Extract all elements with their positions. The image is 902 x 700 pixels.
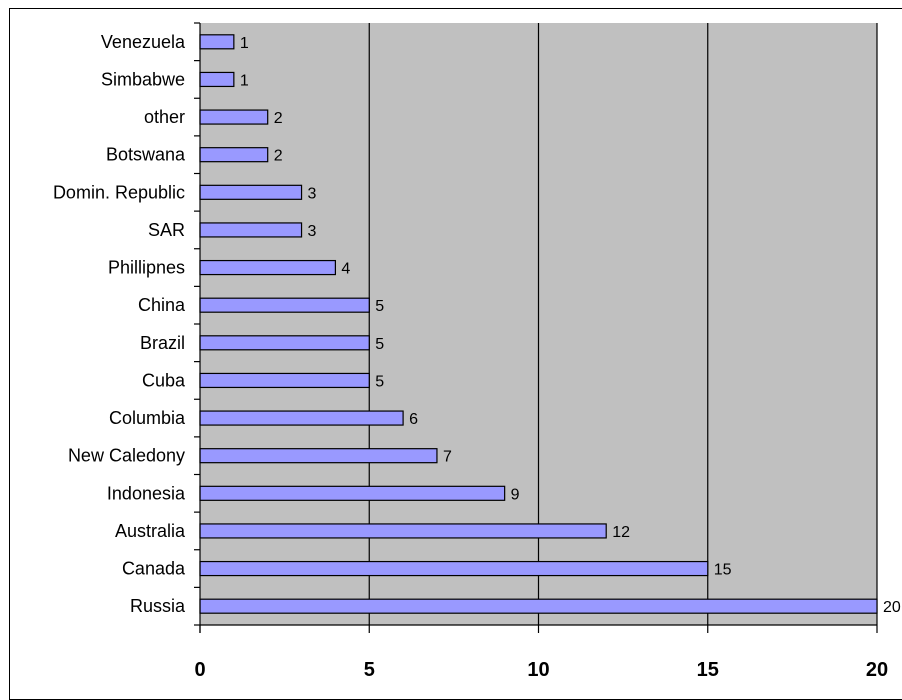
x-tick-label: 10 <box>527 659 549 681</box>
category-label: Botswana <box>106 145 186 165</box>
bar <box>199 34 235 50</box>
value-label: 5 <box>375 336 384 353</box>
axes <box>194 22 878 633</box>
value-label: 3 <box>308 185 317 202</box>
bar <box>199 71 235 88</box>
tick-labels: 0 5 10 15 20 <box>194 659 888 681</box>
bar <box>199 485 506 501</box>
bar <box>199 259 336 276</box>
category-label: New Caledony <box>68 446 185 466</box>
bar <box>199 560 709 577</box>
category-labels: Venezuela Simbabwe other Botswana Domin. Rep… <box>53 32 186 616</box>
value-label: 5 <box>375 373 384 390</box>
category-label: Canada <box>122 559 186 579</box>
category-label: Australia <box>115 521 186 541</box>
x-tick-label: 0 <box>194 659 205 681</box>
category-label: other <box>144 107 185 127</box>
value-label: 5 <box>375 298 384 315</box>
category-label: Brazil <box>140 333 185 353</box>
bar <box>199 222 303 238</box>
bar <box>199 109 269 125</box>
value-label: 2 <box>274 148 283 165</box>
category-label: Russia <box>130 596 186 616</box>
value-label: 9 <box>511 486 520 503</box>
category-label: Indonesia <box>107 483 186 503</box>
category-label: Domin. Republic <box>53 182 185 202</box>
bar <box>199 410 404 426</box>
value-label: 15 <box>714 562 732 579</box>
category-label: China <box>138 295 186 315</box>
bar <box>199 448 438 464</box>
value-label: 1 <box>240 35 249 52</box>
bar <box>199 335 370 351</box>
bar <box>199 147 269 163</box>
bar <box>199 523 607 539</box>
category-label: Cuba <box>142 370 186 390</box>
value-label: 4 <box>341 261 350 278</box>
value-label: 2 <box>274 110 283 127</box>
value-label: 1 <box>240 72 249 89</box>
bar <box>199 598 878 614</box>
x-tick-label: 15 <box>697 659 719 681</box>
value-label: 7 <box>443 449 452 466</box>
bars <box>199 34 878 614</box>
category-label: SAR <box>148 220 185 240</box>
category-label: Columbia <box>109 408 186 428</box>
category-label: Phillipnes <box>108 258 185 278</box>
x-tick-label: 5 <box>364 659 375 681</box>
value-label: 12 <box>612 524 630 541</box>
bar <box>199 184 303 200</box>
bar <box>199 372 370 389</box>
value-label: 6 <box>409 411 418 428</box>
category-label: Venezuela <box>101 32 186 52</box>
category-label: Simbabwe <box>101 69 185 89</box>
bar <box>199 297 370 313</box>
value-label: 3 <box>308 223 317 240</box>
value-label: 20 <box>883 599 901 616</box>
x-tick-label: 20 <box>866 659 888 681</box>
